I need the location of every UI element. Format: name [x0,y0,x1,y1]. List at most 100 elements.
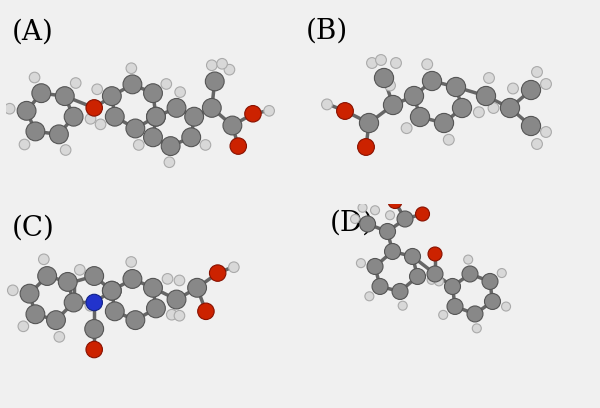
Circle shape [209,265,226,282]
Circle shape [392,284,408,299]
Circle shape [85,319,104,338]
Circle shape [175,87,185,98]
Circle shape [359,113,379,133]
Circle shape [356,259,365,268]
Circle shape [383,95,403,115]
Circle shape [103,282,121,300]
Circle shape [29,72,40,83]
Circle shape [85,113,96,124]
Circle shape [404,248,421,264]
Circle shape [388,195,402,208]
Circle shape [500,98,520,118]
Circle shape [55,87,74,106]
Circle shape [374,69,394,88]
Text: (C): (C) [12,214,55,241]
Circle shape [428,247,442,261]
Circle shape [205,72,224,91]
Circle shape [202,98,221,117]
Circle shape [182,128,200,147]
Circle shape [126,63,137,73]
Circle shape [410,268,425,284]
Circle shape [17,102,36,120]
Circle shape [64,107,83,126]
Circle shape [185,107,203,126]
Circle shape [167,290,186,309]
Circle shape [92,84,103,95]
Circle shape [350,215,359,224]
Circle shape [337,102,353,120]
Circle shape [398,301,407,310]
Circle shape [521,116,541,135]
Circle shape [162,273,173,284]
Circle shape [126,311,145,330]
Circle shape [70,78,81,88]
Circle shape [371,206,380,215]
Circle shape [367,259,383,275]
Circle shape [143,128,163,147]
Circle shape [146,299,166,318]
Circle shape [385,244,401,259]
Circle shape [174,275,185,286]
Circle shape [484,293,500,309]
Circle shape [367,58,377,69]
Circle shape [174,310,185,321]
Circle shape [416,207,430,221]
Circle shape [26,122,45,141]
Circle shape [206,60,217,71]
Circle shape [532,67,542,78]
Circle shape [380,224,395,239]
Circle shape [61,145,71,155]
Circle shape [462,266,478,282]
Text: (D): (D) [330,210,374,237]
Circle shape [497,268,506,277]
Circle shape [133,140,144,150]
Circle shape [410,107,430,126]
Circle shape [472,324,481,333]
Circle shape [532,139,542,149]
Circle shape [86,294,103,311]
Circle shape [50,125,68,144]
Circle shape [386,211,395,220]
Circle shape [427,266,443,282]
Circle shape [106,302,124,321]
Circle shape [38,266,56,286]
Circle shape [103,87,121,106]
Circle shape [223,116,242,135]
Circle shape [467,306,483,322]
Circle shape [439,310,448,319]
Circle shape [473,107,484,118]
Circle shape [322,99,332,110]
Circle shape [126,119,145,138]
Circle shape [541,126,551,137]
Circle shape [404,86,424,106]
Circle shape [377,192,386,201]
Circle shape [166,309,177,320]
Circle shape [4,103,15,114]
Circle shape [20,284,39,303]
Circle shape [521,80,541,100]
Circle shape [464,255,473,264]
Circle shape [54,332,65,342]
Circle shape [488,102,499,113]
Circle shape [365,292,374,301]
Circle shape [422,71,442,91]
Circle shape [422,59,433,70]
Circle shape [146,107,166,126]
Circle shape [38,254,49,265]
Circle shape [502,302,511,311]
Circle shape [200,140,211,150]
Circle shape [372,279,388,295]
Circle shape [188,278,206,297]
Circle shape [106,107,124,126]
Circle shape [476,86,496,106]
Circle shape [167,98,186,117]
Circle shape [26,305,45,324]
Circle shape [146,107,166,126]
Text: (A): (A) [12,19,54,46]
Circle shape [143,278,163,297]
Circle shape [85,266,104,286]
Circle shape [445,279,460,295]
Circle shape [230,138,247,154]
Circle shape [18,321,29,332]
Circle shape [123,270,142,288]
